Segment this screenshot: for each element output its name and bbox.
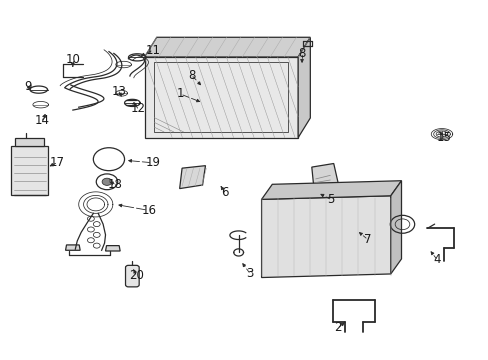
Text: 10: 10 xyxy=(65,53,80,66)
Text: 15: 15 xyxy=(436,131,451,144)
Polygon shape xyxy=(298,37,310,138)
Text: 6: 6 xyxy=(221,186,228,199)
Bar xyxy=(11,145,48,195)
Text: 14: 14 xyxy=(35,114,50,127)
Text: 1: 1 xyxy=(176,87,183,100)
Bar xyxy=(15,138,44,145)
Text: 5: 5 xyxy=(327,193,334,206)
Polygon shape xyxy=(144,37,310,57)
Bar xyxy=(154,62,288,132)
Text: 8: 8 xyxy=(188,69,195,82)
Text: 12: 12 xyxy=(130,103,145,116)
Polygon shape xyxy=(105,246,120,251)
Polygon shape xyxy=(390,181,401,274)
Text: 18: 18 xyxy=(108,178,122,191)
Text: 13: 13 xyxy=(111,85,126,98)
Polygon shape xyxy=(65,245,80,250)
Text: 11: 11 xyxy=(145,44,160,57)
Text: 4: 4 xyxy=(432,253,440,266)
FancyBboxPatch shape xyxy=(125,265,139,287)
Polygon shape xyxy=(144,57,298,138)
Polygon shape xyxy=(261,181,401,199)
Circle shape xyxy=(102,178,112,185)
Text: 7: 7 xyxy=(363,233,370,246)
Text: 8: 8 xyxy=(298,47,305,60)
Text: 3: 3 xyxy=(246,267,254,280)
Polygon shape xyxy=(261,196,390,278)
Text: 2: 2 xyxy=(334,321,341,334)
Text: 9: 9 xyxy=(24,80,31,93)
Polygon shape xyxy=(311,163,338,192)
Polygon shape xyxy=(179,166,205,189)
Text: 19: 19 xyxy=(145,156,160,169)
Text: 17: 17 xyxy=(49,156,64,169)
Text: 20: 20 xyxy=(128,269,143,282)
Text: 16: 16 xyxy=(142,204,157,217)
